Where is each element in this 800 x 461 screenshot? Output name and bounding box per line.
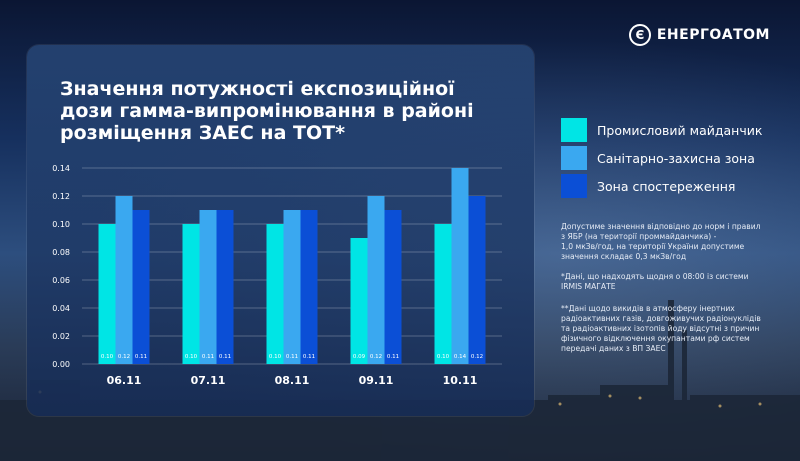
data-label: 0.11 [202, 354, 214, 360]
note-line: радіоактивних газів, довгоживучих радіон… [561, 314, 761, 323]
x-tick-label: 09.11 [359, 374, 394, 387]
note-line: **Дані щодо викидів в атмосферу інертних [561, 304, 735, 313]
y-tick-label: 0.12 [52, 192, 70, 201]
legend-label: Зона спостереження [597, 178, 736, 194]
note-line: та радіоактивних ізотопів йоду відсутні … [561, 324, 760, 333]
title-line: Значення потужності експозиційної [60, 78, 455, 100]
brand-name: ЕНЕРГОАТОМ [656, 27, 770, 43]
data-label: 0.10 [437, 354, 450, 360]
x-tick-label: 08.11 [275, 374, 310, 387]
y-tick-label: 0.14 [52, 164, 70, 173]
data-label: 0.12 [370, 354, 382, 360]
data-label: 0.11 [219, 354, 231, 360]
data-label: 0.10 [269, 354, 282, 360]
y-tick-label: 0.04 [52, 304, 70, 313]
note-line: з ЯБР (на території проммайданчика) - [561, 232, 717, 241]
bar [182, 224, 200, 364]
bar [434, 224, 452, 364]
bar [300, 210, 318, 364]
legend-swatch [561, 118, 587, 142]
note-line: *Дані, що надходять щодня о 08:00 із сис… [561, 272, 749, 281]
bar [451, 168, 469, 364]
y-tick-label: 0.08 [52, 248, 70, 257]
bar [266, 224, 284, 364]
note-line: 1,0 мкЗв/год, на території України допус… [561, 242, 745, 251]
bar [468, 196, 486, 364]
y-tick-label: 0.06 [52, 276, 70, 285]
data-label: 0.11 [286, 354, 298, 360]
note-line: Допустиме значення відповідно до норм і … [561, 222, 761, 231]
data-label: 0.12 [118, 354, 130, 360]
y-tick-label: 0.00 [52, 360, 70, 369]
data-label: 0.11 [303, 354, 315, 360]
bar [98, 224, 116, 364]
bar [199, 210, 217, 364]
legend-swatch [561, 174, 587, 198]
bar [216, 210, 234, 364]
note-line: IRMIS МАГАТЕ [561, 282, 616, 291]
title-line: розміщення ЗАЕС на ТОТ* [60, 122, 346, 144]
y-tick-label: 0.02 [52, 332, 70, 341]
x-tick-label: 06.11 [107, 374, 142, 387]
data-label: 0.10 [185, 354, 198, 360]
note-emissions: **Дані щодо викидів в атмосферу інертних… [561, 304, 771, 354]
legend-item: Промисловий майданчик [561, 116, 762, 144]
bar [132, 210, 150, 364]
y-tick-label: 0.10 [52, 220, 70, 229]
bar [283, 210, 301, 364]
data-label: 0.12 [471, 354, 483, 360]
bar [367, 196, 385, 364]
note-line: передачі даних з ВП ЗАЕС [561, 344, 666, 353]
bar [115, 196, 133, 364]
energoatom-logo-icon: Є [628, 24, 651, 46]
bar [350, 238, 368, 364]
legend-item: Санітарно-захисна зона [561, 144, 762, 172]
note-line: фізичного відключення окупантами рф сист… [561, 334, 750, 343]
data-label: 0.14 [454, 354, 467, 360]
x-tick-label: 07.11 [191, 374, 226, 387]
bar [384, 210, 402, 364]
legend-label: Санітарно-захисна зона [597, 150, 755, 166]
data-label: 0.10 [101, 354, 114, 360]
x-tick-label: 10.11 [443, 374, 478, 387]
data-label: 0.11 [135, 354, 147, 360]
note-permissible-values: Допустиме значення відповідно до норм і … [561, 222, 771, 262]
chart-title: Значення потужності експозиційної дози г… [60, 78, 520, 144]
title-line: дози гамма-випромінювання в районі [60, 100, 474, 122]
data-label: 0.09 [353, 354, 366, 360]
legend-item: Зона спостереження [561, 172, 762, 200]
data-label: 0.11 [387, 354, 399, 360]
note-line: значення складає 0,3 мкЗв/год [561, 252, 687, 261]
legend-swatch [561, 146, 587, 170]
note-data-source: *Дані, що надходять щодня о 08:00 із сис… [561, 272, 771, 292]
bar-chart: 0.00 0.02 0.04 0.06 0.08 0.10 0.12 0.14 0.10 0.12… [52, 164, 502, 387]
chart-legend: Промисловий майданчик Санітарно-захисна … [561, 116, 762, 200]
legend-label: Промисловий майданчик [597, 122, 763, 138]
brand-logo: Є ЕНЕРГОАТОМ [628, 24, 770, 46]
